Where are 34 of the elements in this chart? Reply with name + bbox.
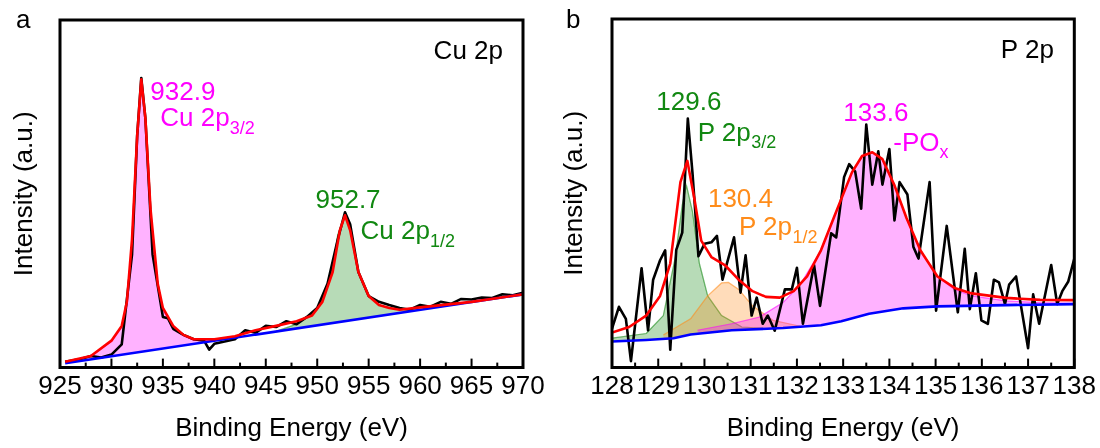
annotation: 129.6: [656, 86, 722, 116]
chart-title: b: [566, 4, 581, 34]
x-tick-label: 965: [449, 370, 494, 401]
x-axis-title: Binding Energy (eV): [175, 411, 408, 442]
x-tick-label: 935: [141, 370, 185, 401]
x-tick-label: 955: [346, 370, 391, 401]
annotation: 130.4: [707, 182, 774, 213]
x-tick-label: 128: [590, 370, 634, 401]
chart-title: a: [16, 4, 31, 34]
x-tick-label: 960: [398, 370, 442, 401]
annotation: 932.9: [150, 76, 216, 107]
x-axis-title: Binding Energy (eV): [726, 411, 960, 442]
annotation: 952.7: [315, 184, 381, 215]
x-tick-label: 137: [1006, 370, 1050, 401]
x-tick-label: 138: [1052, 370, 1097, 401]
annotation: 133.6: [843, 96, 909, 127]
x-tick-label: 940: [192, 370, 237, 401]
y-axis-title: Intensity (a.u.): [8, 111, 38, 277]
x-tick-label: 970: [501, 370, 545, 401]
text: P 2p: [1000, 34, 1054, 64]
x-tick-label: 136: [960, 370, 1004, 401]
x-tick-label: 930: [89, 370, 134, 401]
x-tick-label: 130: [682, 370, 727, 401]
x-tick-label: 131: [729, 370, 773, 401]
x-tick-label: 134: [867, 370, 912, 401]
x-tick-label: 925: [38, 370, 82, 401]
x-tick-label: 950: [295, 370, 339, 401]
text: Cu 2p: [433, 35, 504, 65]
y-axis-title: Intensity (a.u.): [558, 110, 588, 276]
x-tick-label: 135: [913, 370, 958, 401]
x-tick-label: 129: [636, 370, 680, 401]
x-tick-label: 132: [775, 370, 819, 401]
x-tick-label: 133: [821, 370, 865, 401]
x-tick-label: 945: [244, 370, 288, 401]
